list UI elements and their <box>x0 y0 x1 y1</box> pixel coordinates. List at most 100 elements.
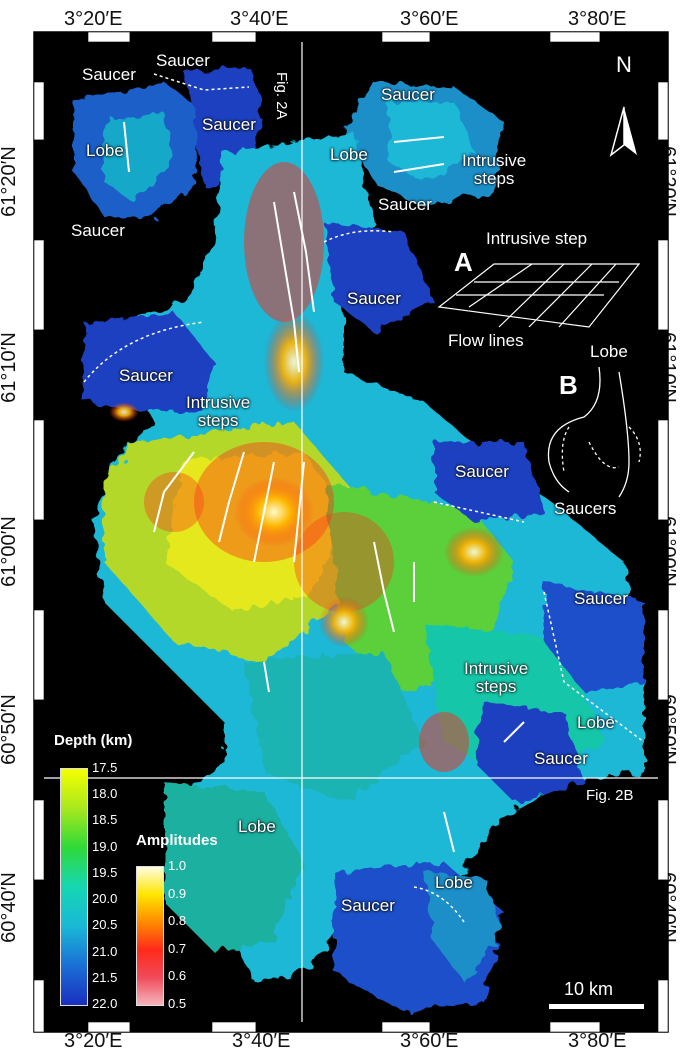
inset-b-diagram <box>547 366 641 498</box>
frame-tick-segment <box>657 519 669 611</box>
label-saucer-se: Saucer <box>574 589 628 608</box>
frame-tick-segment <box>33 139 45 241</box>
frame-tick-segment <box>255 1021 383 1033</box>
label-saucer-se2: Saucer <box>534 749 588 768</box>
label-lobe-se: Lobe <box>577 713 615 732</box>
frame-tick-segment <box>657 139 669 241</box>
frame-tick-segment <box>429 31 551 43</box>
depth-tick-5: 20.0 <box>92 891 118 907</box>
frame-tick-segment <box>33 699 45 801</box>
amplitudes-tick-1: 0.9 <box>168 885 187 901</box>
frame-tick-segment <box>657 979 669 1033</box>
frame-tick-segment <box>549 31 601 43</box>
depth-tick-2: 18.5 <box>92 812 118 828</box>
depth-tick-3: 19.0 <box>92 838 118 854</box>
frame-tick-segment <box>657 239 669 331</box>
inset-a-diagram <box>437 263 641 328</box>
frame-tick-segment <box>33 81 45 141</box>
north-label: N <box>616 52 632 77</box>
frame-tick-segment <box>657 31 669 83</box>
amplitude-legend-title: Amplitudes <box>136 832 218 849</box>
frame-tick-segment <box>33 419 45 521</box>
amplitudes-tick-2: 0.8 <box>168 913 187 929</box>
label-saucer-east: Saucer <box>455 462 509 481</box>
saucer-outlines <box>83 73 645 923</box>
frame-tick-segment <box>129 31 213 43</box>
label-lobe-ne: Lobe <box>330 145 368 164</box>
frame-tick-segment <box>211 1021 257 1033</box>
bottom-lon-label-2: 3°40′E <box>232 1030 291 1052</box>
frame-tick-segment <box>657 799 669 881</box>
frame-tick-segment <box>87 31 131 43</box>
seismic-map <box>44 42 658 1022</box>
depth-color-bar <box>60 768 88 1006</box>
depth-tick-1: 18.0 <box>92 786 118 802</box>
frame-tick-segment <box>255 31 383 43</box>
flow-lines <box>123 121 525 853</box>
label-saucer-s: Saucer <box>341 896 395 915</box>
top-lon-label-2: 3°40′E <box>230 8 289 30</box>
inset-a-letter: A <box>454 247 473 277</box>
depth-tick-6: 20.5 <box>92 917 118 933</box>
inset-b-letter: B <box>559 370 578 400</box>
amplitude-anomalies <box>109 162 504 772</box>
map-area[interactable]: Saucer Saucer Saucer Lobe Saucer Saucer … <box>44 42 658 1022</box>
frame-tick-segment <box>657 419 669 521</box>
sill-west-saucer <box>84 312 214 412</box>
label-intrusive-step: Intrusive step <box>486 229 588 248</box>
label-lobe-inset-b: Lobe <box>590 342 628 361</box>
label-lobe-nw: Lobe <box>86 141 124 160</box>
frame-tick-segment <box>33 609 45 701</box>
depth-tick-9: 22.0 <box>92 996 118 1011</box>
frame-tick-segment <box>657 329 669 421</box>
label-saucer-center: Saucer <box>347 289 401 308</box>
sill-south-lobe <box>164 782 304 952</box>
frame-tick-segment <box>33 329 45 421</box>
frame-tick-segment <box>657 879 669 981</box>
depth-tick-4: 19.5 <box>92 864 118 880</box>
bottom-lon-label-4: 3°80′E <box>568 1030 627 1052</box>
sill-se-saucer <box>544 582 644 692</box>
bottom-lon-label-3: 3°60′E <box>400 1030 459 1052</box>
label-saucer-west: Saucer <box>119 366 173 385</box>
label-lobe-sw: Lobe <box>238 817 276 836</box>
scale-bar <box>549 1004 644 1009</box>
depth-tick-8: 21.5 <box>92 969 118 985</box>
amplitudes-tick-4: 0.6 <box>168 968 187 984</box>
label-saucer-n: Saucer <box>156 51 210 70</box>
label-lobe-s: Lobe <box>435 873 473 892</box>
frame-tick-segment <box>429 1021 551 1033</box>
sill-center-saucer <box>324 222 434 332</box>
depth-tick-7: 21.0 <box>92 943 118 959</box>
frame-tick-segment <box>33 979 45 1033</box>
label-saucers-inset-b: Saucers <box>554 499 617 518</box>
label-saucer-ne-s: Saucer <box>378 195 432 214</box>
label-fig-2b: Fig. 2B <box>586 787 634 804</box>
frame-tick-segment <box>549 1021 601 1033</box>
frame-tick-bars <box>33 31 669 1033</box>
label-saucer-nw-s: Saucer <box>71 221 125 240</box>
frame-tick-segment <box>211 31 257 43</box>
amplitudes-tick-5: 0.5 <box>168 996 187 1011</box>
frame-tick-segment <box>657 81 669 141</box>
amplitude-color-bar <box>136 866 164 1006</box>
sill-east-saucer <box>434 442 544 522</box>
bottom-lon-label-1: 3°20′E <box>64 1030 123 1052</box>
depth-tick-0: 17.5 <box>92 760 118 775</box>
top-lon-label-3: 3°60′E <box>400 8 459 30</box>
frame-tick-segment <box>657 699 669 801</box>
frame-tick-segment <box>33 239 45 331</box>
frame-tick-segment <box>33 31 45 83</box>
label-saucer-nw: Saucer <box>82 65 136 84</box>
frame-tick-segment <box>381 1021 431 1033</box>
label-flow-lines: Flow lines <box>448 331 524 350</box>
amplitudes-tick-3: 0.7 <box>168 940 187 956</box>
top-lon-label-1: 3°20′E <box>64 8 123 30</box>
label-intrusive-steps-center: Intrusive steps <box>186 393 251 430</box>
top-lon-label-4: 3°80′E <box>568 8 627 30</box>
frame-tick-segment <box>33 519 45 611</box>
frame-tick-segment <box>33 879 45 981</box>
frame-tick-segment <box>129 1021 213 1033</box>
depth-legend-title: Depth (km) <box>54 732 133 749</box>
north-arrow-icon <box>609 106 637 157</box>
